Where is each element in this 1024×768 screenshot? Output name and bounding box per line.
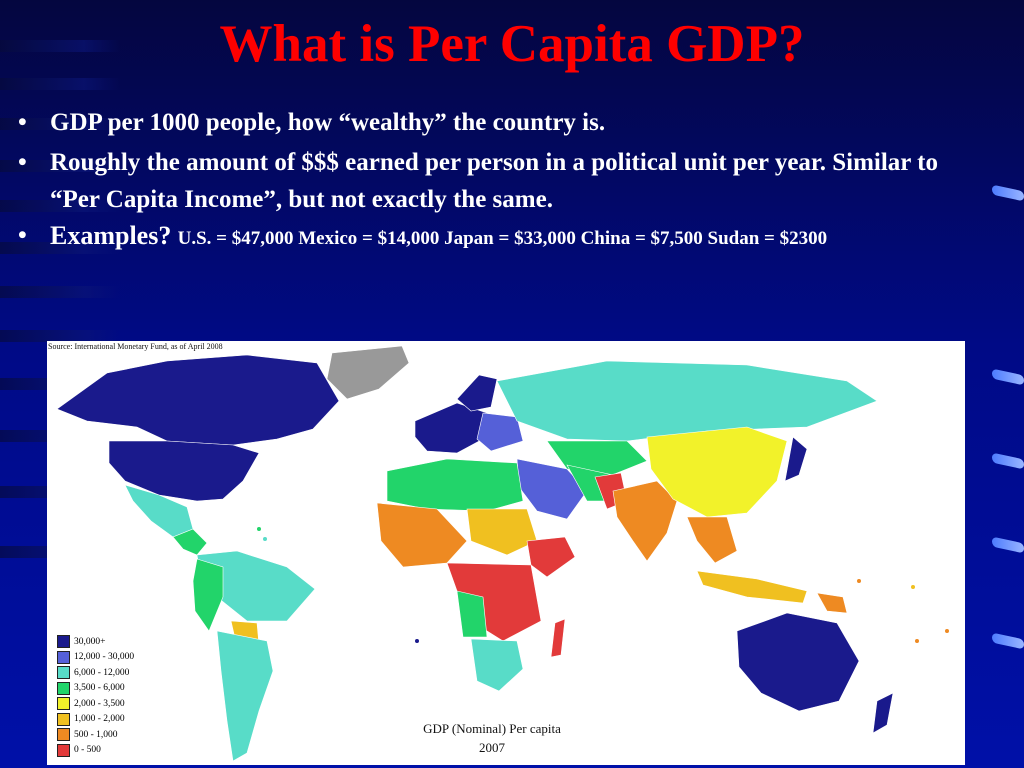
region-north-africa xyxy=(386,458,524,512)
region-india xyxy=(612,480,678,562)
slide-title: What is Per Capita GDP? xyxy=(219,15,805,73)
legend-item: 2,000 - 3,500 xyxy=(57,696,134,712)
island-dot xyxy=(857,579,861,583)
decor-wave xyxy=(992,368,1024,386)
region-southern-cone xyxy=(216,630,274,762)
region-china xyxy=(646,426,788,518)
region-sahel xyxy=(466,508,538,556)
bullet-text: GDP per 1000 people, how “wealthy” the c… xyxy=(50,109,606,136)
legend-label: 30,000+ xyxy=(74,636,106,647)
island-dot xyxy=(915,639,919,643)
region-madagascar xyxy=(550,618,566,658)
decor-wave xyxy=(992,536,1024,554)
legend-label: 1,000 - 2,000 xyxy=(74,714,125,725)
legend-swatch xyxy=(57,743,70,757)
legend-item: 500 - 1,000 xyxy=(57,727,134,743)
region-southeast-asia xyxy=(686,516,738,564)
region-europe-east xyxy=(476,412,524,452)
world-map-graphic xyxy=(56,345,949,762)
region-papua xyxy=(816,592,848,614)
region-canada xyxy=(56,354,340,446)
legend-swatch xyxy=(57,635,70,649)
examples-lead: Examples? xyxy=(50,221,172,250)
legend-swatch xyxy=(57,697,70,711)
bullet-dot: • xyxy=(18,109,27,136)
legend-label: 6,000 - 12,000 xyxy=(74,667,130,678)
decor-wave xyxy=(992,632,1024,650)
map-caption-title: GDP (Nominal) Per capita xyxy=(423,721,561,736)
legend-swatch xyxy=(57,712,70,726)
island-dot xyxy=(263,537,267,541)
region-russia xyxy=(496,360,878,442)
bullet-list: • GDP per 1000 people, how “wealthy” the… xyxy=(18,104,978,257)
examples-text: U.S. = $47,000 Mexico = $14,000 Japan = … xyxy=(177,228,828,249)
legend-item: 3,500 - 6,000 xyxy=(57,681,134,697)
region-australia xyxy=(736,612,860,712)
island-dot xyxy=(911,585,915,589)
bullet-item: • Roughly the amount of $$$ earned per p… xyxy=(18,144,978,218)
legend-item: 12,000 - 30,000 xyxy=(57,650,134,666)
legend-swatch xyxy=(57,681,70,695)
legend-item: 1,000 - 2,000 xyxy=(57,712,134,728)
map-caption: GDP (Nominal) Per capita 2007 xyxy=(392,719,592,757)
map-legend: 30,000+ 12,000 - 30,000 6,000 - 12,000 3… xyxy=(57,634,134,758)
legend-swatch xyxy=(57,666,70,680)
legend-item: 6,000 - 12,000 xyxy=(57,665,134,681)
decor-wave xyxy=(992,184,1024,202)
island-dot xyxy=(945,629,949,633)
gdp-world-map: Source: International Monetary Fund, as … xyxy=(47,341,965,765)
legend-item: 30,000+ xyxy=(57,634,134,650)
decor-wave xyxy=(992,452,1024,470)
region-usa xyxy=(108,440,260,502)
region-andes xyxy=(192,558,224,632)
legend-label: 500 - 1,000 xyxy=(74,729,118,740)
bullet-item-examples: • Examples? U.S. = $47,000 Mexico = $14,… xyxy=(18,221,978,254)
legend-swatch xyxy=(57,728,70,742)
island-dot xyxy=(415,639,419,643)
bullet-dot: • xyxy=(18,222,27,249)
region-europe-west xyxy=(414,402,488,454)
region-southern-africa xyxy=(470,638,524,692)
bullet-dot: • xyxy=(18,149,27,176)
region-scandinavia xyxy=(456,374,498,412)
region-japan xyxy=(784,436,808,482)
region-angola xyxy=(456,590,488,638)
legend-label: 0 - 500 xyxy=(74,745,101,756)
legend-item: 0 - 500 xyxy=(57,743,134,759)
region-new-zealand xyxy=(872,692,894,734)
legend-swatch xyxy=(57,650,70,664)
region-indonesia xyxy=(696,570,808,604)
legend-label: 2,000 - 3,500 xyxy=(74,698,125,709)
island-dot xyxy=(257,527,261,531)
map-caption-year: 2007 xyxy=(479,740,505,755)
legend-label: 12,000 - 30,000 xyxy=(74,652,135,663)
bullet-text: Roughly the amount of $$$ earned per per… xyxy=(50,149,939,213)
region-central-america xyxy=(172,528,208,556)
bullet-item: • GDP per 1000 people, how “wealthy” the… xyxy=(18,104,978,141)
region-horn xyxy=(526,536,576,578)
region-west-africa xyxy=(376,502,468,568)
region-greenland xyxy=(326,345,410,400)
legend-label: 3,500 - 6,000 xyxy=(74,683,125,694)
map-source: Source: International Monetary Fund, as … xyxy=(48,342,223,351)
